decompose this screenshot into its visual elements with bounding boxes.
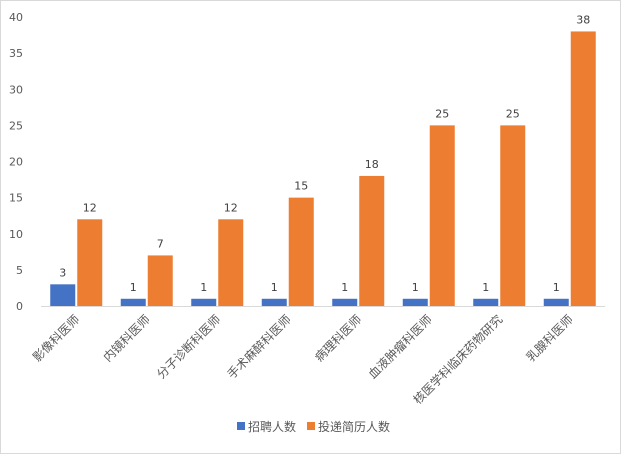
- y-tick-label: 35: [9, 47, 23, 60]
- bars: [50, 31, 596, 306]
- y-axis: 0 5 10 15 20 25 30 35 40: [9, 11, 23, 313]
- bar-recruit-3: [261, 298, 287, 306]
- category-label: 乳腺科医师: [524, 312, 576, 364]
- data-labels: 3 12 1 7 1 12 1 15 1 18 1 25 1 25 1 38: [59, 13, 590, 293]
- legend-label-1: 投递简历人数: [318, 419, 390, 434]
- bar-recruit-0: [50, 284, 76, 306]
- data-label: 1: [412, 281, 419, 294]
- bar-recruit-2: [191, 298, 217, 306]
- data-label: 1: [341, 281, 348, 294]
- legend-swatch-0: [237, 422, 245, 430]
- y-tick-label: 25: [9, 119, 23, 132]
- category-label: 血液肿瘤科医师: [365, 312, 435, 382]
- bar-resume-0: [77, 219, 103, 306]
- y-tick-label: 10: [9, 228, 23, 241]
- data-label: 25: [435, 107, 449, 120]
- data-label: 12: [224, 201, 238, 214]
- bar-recruit-7: [543, 298, 569, 306]
- category-label: 影像科医师: [30, 312, 82, 364]
- bar-recruit-4: [332, 298, 358, 306]
- legend: 招聘人数 投递简历人数: [237, 419, 390, 434]
- category-label: 病理科医师: [311, 312, 364, 365]
- data-label: 7: [157, 237, 164, 250]
- x-axis: 影像科医师 内镜科医师 分子诊断科医师 手术麻醉科医师 病理科医师 血液肿瘤科医师核医学科…: [30, 312, 576, 407]
- category-label: 内镜科医师: [100, 312, 153, 365]
- data-label: 1: [200, 281, 207, 294]
- data-label: 18: [365, 158, 379, 171]
- y-tick-label: 30: [9, 83, 23, 96]
- data-label: 1: [271, 281, 278, 294]
- legend-label-0: 招聘人数: [248, 419, 296, 434]
- data-label: 1: [553, 281, 560, 294]
- bar-resume-7: [570, 31, 596, 306]
- y-tick-label: 5: [16, 264, 23, 277]
- y-tick-label: 20: [9, 156, 23, 169]
- bar-recruit-1: [120, 298, 146, 306]
- y-tick-label: 40: [9, 11, 23, 24]
- y-tick-label: 15: [9, 192, 23, 205]
- bar-resume-6: [500, 125, 526, 306]
- data-label: 15: [294, 180, 308, 193]
- data-label: 1: [130, 281, 137, 294]
- bar-resume-1: [147, 255, 173, 306]
- bar-resume-2: [218, 219, 244, 306]
- y-tick-label: 0: [16, 300, 23, 313]
- bar-resume-5: [429, 125, 455, 306]
- data-label: 12: [83, 201, 97, 214]
- bar-recruit-5: [402, 298, 428, 306]
- bar-resume-3: [288, 197, 314, 306]
- data-label: 38: [576, 13, 590, 26]
- bar-resume-4: [359, 175, 385, 306]
- data-label: 25: [506, 107, 520, 120]
- bar-recruit-6: [473, 298, 499, 306]
- data-label: 3: [59, 266, 66, 279]
- category-label: 手术麻醉科医师: [224, 312, 294, 382]
- legend-swatch-1: [307, 422, 315, 430]
- category-label: 分子诊断科医师: [153, 312, 223, 382]
- data-label: 1: [482, 281, 489, 294]
